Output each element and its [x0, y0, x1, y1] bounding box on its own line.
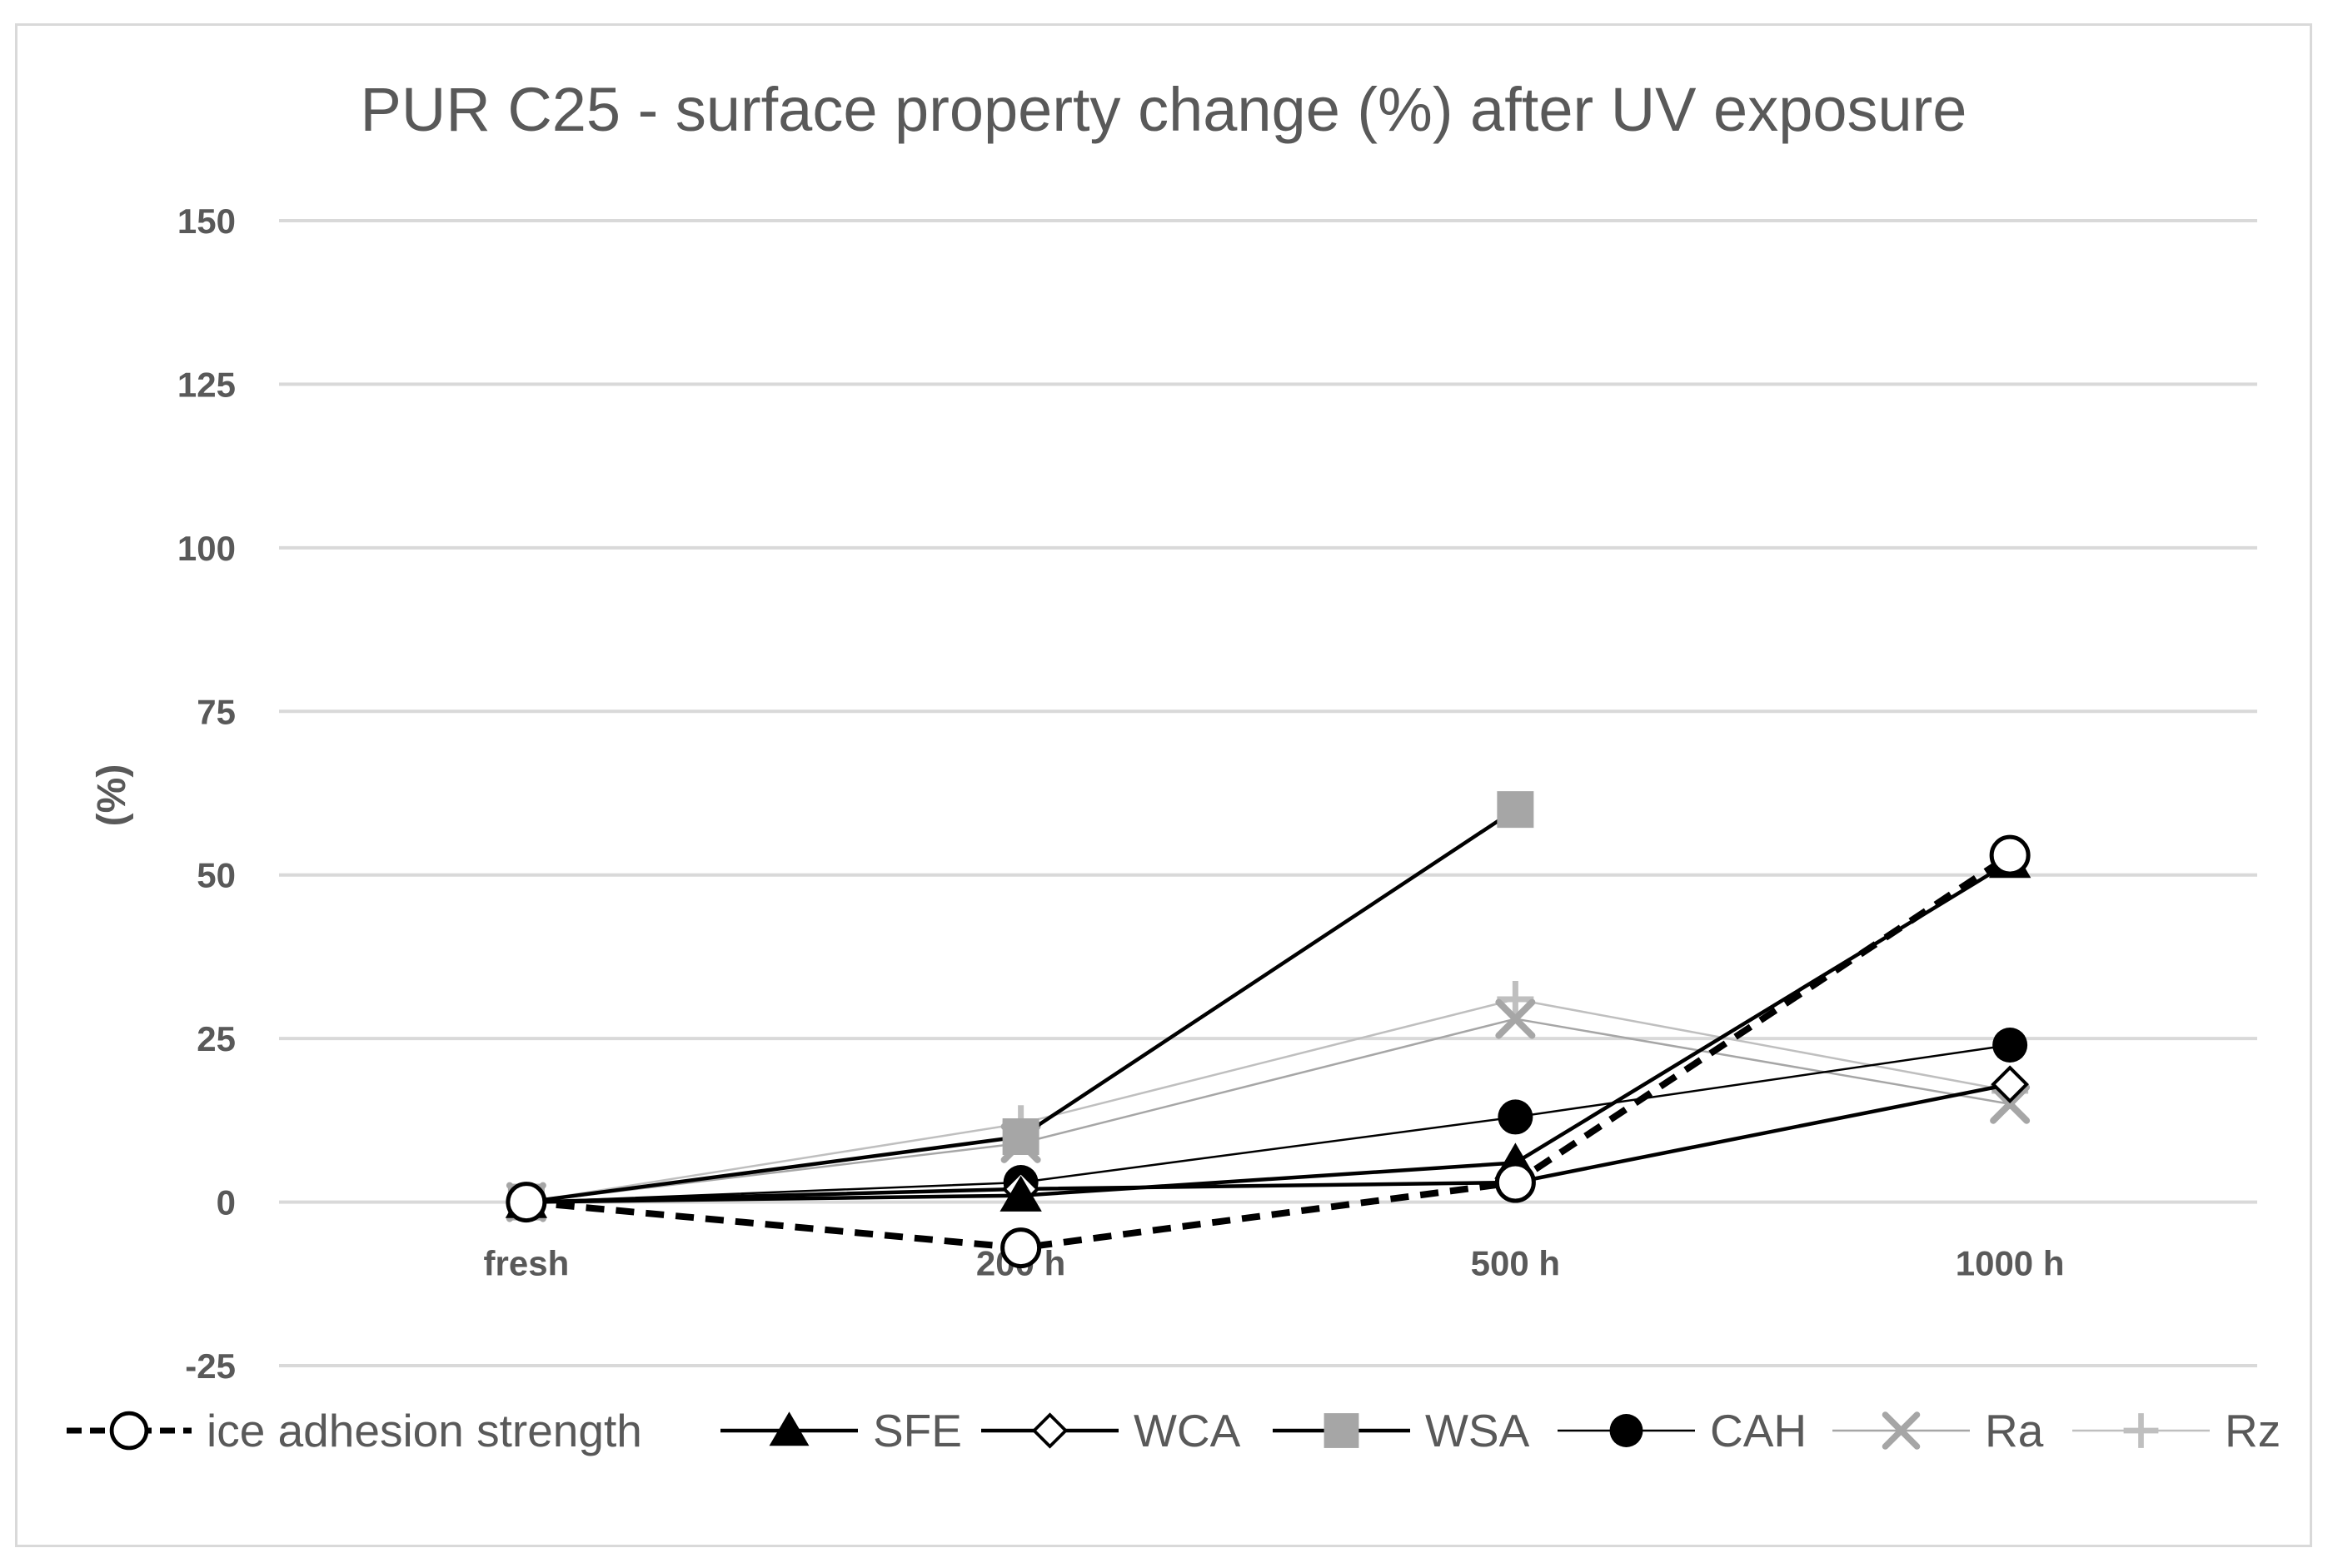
data-point	[1324, 1413, 1359, 1448]
legend-item-ice-adhesion-strength: ice adhesion strength	[67, 1405, 642, 1456]
data-point	[2123, 1413, 2159, 1448]
chart-title: PUR C25 - surface property change (%) af…	[361, 75, 1967, 144]
series-sfe	[505, 842, 2031, 1218]
data-point	[1992, 1028, 2028, 1063]
y-tick-label: 75	[197, 692, 236, 731]
series-line	[526, 852, 2012, 1252]
chart-frame	[15, 23, 2312, 1547]
y-tick-label: 100	[177, 529, 236, 568]
y-tick-label: 50	[197, 856, 236, 895]
legend-label: ice adhesion strength	[207, 1405, 642, 1456]
y-axis-ticks: -25 0 25 50 75 100 125 150	[177, 202, 236, 1386]
y-tick-label: 150	[177, 202, 236, 241]
data-point	[1495, 998, 1536, 1039]
x-tick-label: fresh	[484, 1244, 570, 1283]
series-ice-adhesion-strength	[506, 834, 2031, 1269]
series-line	[526, 1043, 2011, 1203]
series-line	[526, 860, 2011, 1204]
data-point	[506, 1182, 547, 1223]
x-axis-ticks: fresh 200 h 500 h 1000 h	[484, 1244, 2065, 1283]
data-point	[1497, 791, 1534, 829]
legend-label: Ra	[1985, 1405, 2044, 1456]
legend-label: SFE	[873, 1405, 962, 1456]
y-tick-label: 0	[217, 1183, 236, 1222]
data-point	[1498, 1099, 1533, 1135]
legend-item-sfe: SFE	[720, 1405, 962, 1456]
data-point	[109, 1411, 149, 1451]
data-point	[1031, 1412, 1069, 1449]
data-point	[999, 1175, 1042, 1212]
legend-item-wsa: WSA	[1273, 1405, 1530, 1456]
series-cah	[508, 1028, 2028, 1220]
legend-item-rz: Rz	[2072, 1405, 2281, 1456]
data-point	[1991, 1065, 2029, 1103]
legend-item-cah: CAH	[1558, 1405, 1807, 1456]
legend-item-ra: Ra	[1832, 1405, 2044, 1456]
legend-item-wca: WCA	[981, 1405, 1241, 1456]
data-point	[1497, 981, 1534, 1018]
data-point	[1882, 1411, 1921, 1450]
data-point	[769, 1411, 810, 1446]
series-wsa	[507, 791, 1534, 1221]
x-tick-label: 500 h	[1471, 1244, 1560, 1283]
y-tick-label: -25	[185, 1346, 236, 1386]
series-wca	[507, 1065, 2029, 1222]
y-tick-label: 125	[177, 365, 236, 404]
series-line	[526, 998, 2011, 1203]
data-point	[1989, 834, 2031, 876]
data-point	[1609, 1414, 1643, 1447]
legend-label: WCA	[1134, 1405, 1241, 1456]
data-point	[1990, 1083, 2031, 1124]
y-axis-label: (%)	[90, 764, 134, 827]
data-point	[1000, 1227, 1042, 1269]
series-line	[526, 1082, 2011, 1204]
legend: ice adhesion strength SFE WCA WSA CAH Ra Rz	[67, 1405, 2281, 1456]
x-tick-label: 1000 h	[1956, 1244, 2065, 1283]
legend-label: CAH	[1710, 1405, 1807, 1456]
data-point	[1494, 1162, 1536, 1203]
data-point	[1002, 1118, 1039, 1155]
legend-label: Rz	[2225, 1405, 2281, 1456]
legend-label: WSA	[1425, 1405, 1530, 1456]
plot-area	[505, 791, 2031, 1269]
series-line	[526, 1018, 2011, 1203]
y-tick-label: 25	[197, 1019, 236, 1058]
